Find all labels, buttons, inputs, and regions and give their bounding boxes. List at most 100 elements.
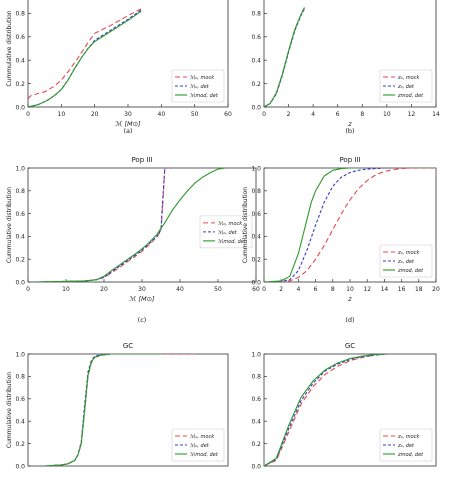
y-tick-label: 0.2 bbox=[251, 81, 261, 88]
series-line-2 bbox=[264, 354, 387, 466]
series-line-3 bbox=[28, 10, 142, 107]
series-line-1 bbox=[264, 168, 436, 282]
y-axis-label: Cummulative distribution bbox=[6, 187, 13, 263]
y-axis-label: Cummulative distribution bbox=[6, 10, 13, 86]
y-tick-label: 0.0 bbox=[251, 279, 261, 286]
y-tick-label: 0.6 bbox=[15, 34, 25, 41]
y-tick-label: 0.4 bbox=[15, 58, 25, 65]
x-tick-label: 60 bbox=[252, 286, 260, 293]
series-line-3 bbox=[44, 354, 162, 466]
panel-3: Pop III 0.0 0.2 0.4 0.6 0.8 1.0 0 10 20 30 40 50 60 ℳ … bbox=[6, 156, 260, 303]
x-tick-label: 14 bbox=[432, 111, 440, 118]
x-tick-label: 0 bbox=[26, 111, 30, 118]
legend-label-1: ℳ₀, mock bbox=[190, 75, 215, 81]
y-tick-label: 0.2 bbox=[15, 81, 25, 88]
legend-label-3: zmod, det bbox=[397, 452, 424, 458]
y-tick-label: 0.6 bbox=[15, 396, 25, 403]
x-tick-label: 0 bbox=[262, 286, 266, 293]
legend-label-2: ℳ₀, det bbox=[190, 84, 210, 90]
series-line-3 bbox=[35, 168, 226, 282]
panel-2: 0.0 0.2 0.4 0.6 0.8 0 2 4 6 8 10 12 14 z z₀, mock z₀, d… bbox=[251, 0, 440, 128]
x-tick-label: 10 bbox=[58, 111, 66, 118]
panel-title: Pop III bbox=[131, 156, 152, 164]
legend: z₀, mock z₀, det zmod, det bbox=[379, 428, 433, 462]
series-line-1 bbox=[264, 354, 387, 466]
x-tick-label: 0 bbox=[262, 111, 266, 118]
legend-box bbox=[199, 215, 253, 249]
legend-box bbox=[171, 69, 225, 103]
x-tick-label: 20 bbox=[100, 286, 108, 293]
x-tick-label: 40 bbox=[158, 111, 166, 118]
x-tick-label: 14 bbox=[381, 286, 389, 293]
y-tick-label: 1.0 bbox=[15, 165, 25, 172]
y-tick-label: 0.0 bbox=[15, 279, 25, 286]
x-tick-label: 8 bbox=[331, 286, 335, 293]
legend-label-1: z₀, mock bbox=[397, 250, 420, 256]
panel-title: GC bbox=[123, 342, 133, 350]
legend-label-1: ℳ₀, mock bbox=[190, 434, 215, 440]
legend: ℳ₀, mock ℳ₀, det ℳmod, det bbox=[199, 215, 253, 249]
series-line-2 bbox=[35, 168, 173, 282]
axes-frame bbox=[263, 353, 437, 467]
legend: ℳ₀, mock ℳ₀, det ℳmod, det bbox=[171, 428, 225, 462]
x-axis-label: z bbox=[347, 120, 352, 128]
panel-4: Pop III 0.0 0.2 0.4 0.6 0.8 1.0 0 2 4 6 8 10 12 14 16 18… bbox=[242, 156, 440, 303]
x-tick-label: 0 bbox=[26, 286, 30, 293]
y-tick-label: 0.6 bbox=[251, 211, 261, 218]
y-tick-label: 1.0 bbox=[15, 351, 25, 358]
y-tick-label: 0.4 bbox=[15, 234, 25, 241]
legend-box bbox=[379, 428, 433, 462]
series-line-3 bbox=[264, 7, 305, 107]
y-tick-label: 0.8 bbox=[15, 11, 25, 18]
x-tick-label: 8 bbox=[360, 111, 364, 118]
x-tick-label: 10 bbox=[346, 286, 354, 293]
y-axis-label: Cummulative distribution bbox=[6, 372, 13, 448]
panel-caption: (d) bbox=[345, 316, 354, 324]
axes-frame bbox=[263, 0, 437, 108]
y-tick-label: 0.2 bbox=[15, 441, 25, 448]
panel-title: GC bbox=[345, 342, 355, 350]
legend-box bbox=[379, 244, 433, 278]
panel-caption: (c) bbox=[138, 316, 147, 324]
legend-label-2: z₀, det bbox=[397, 259, 415, 265]
legend-label-3: ℳmod, det bbox=[218, 239, 247, 245]
x-tick-label: 30 bbox=[138, 286, 146, 293]
legend-label-1: z₀, mock bbox=[397, 434, 420, 440]
x-axis-label: ℳ [M⊙] bbox=[115, 120, 141, 128]
panel-caption: (b) bbox=[345, 127, 354, 135]
x-tick-label: 10 bbox=[62, 286, 70, 293]
x-tick-label: 16 bbox=[398, 286, 406, 293]
y-tick-label: 0.2 bbox=[15, 257, 25, 264]
y-tick-label: 1.0 bbox=[251, 165, 261, 172]
legend-label-1: z₀, mock bbox=[397, 75, 420, 81]
y-tick-label: 0.8 bbox=[251, 188, 261, 195]
legend-box bbox=[379, 69, 433, 103]
x-axis-label: z bbox=[347, 295, 352, 303]
series-line-1 bbox=[264, 7, 305, 107]
x-tick-label: 12 bbox=[363, 286, 371, 293]
y-tick-label: 0.0 bbox=[251, 104, 261, 111]
x-tick-label: 50 bbox=[191, 111, 199, 118]
panel-6: GC 0.0 0.2 0.4 0.6 0.8 1.0 z₀, mock z₀, det zmod,… bbox=[251, 342, 437, 470]
y-tick-label: 0.8 bbox=[251, 11, 261, 18]
y-tick-label: 0.0 bbox=[251, 463, 261, 470]
y-tick-label: 0.4 bbox=[251, 58, 261, 65]
x-tick-label: 60 bbox=[224, 111, 232, 118]
y-tick-label: 0.2 bbox=[251, 257, 261, 264]
legend-box bbox=[171, 428, 225, 462]
x-axis-label: ℳ [M⊙] bbox=[129, 295, 155, 303]
legend-label-3: ℳmod, det bbox=[190, 93, 219, 99]
x-tick-label: 20 bbox=[432, 286, 440, 293]
y-tick-label: 0.2 bbox=[251, 441, 261, 448]
y-tick-label: 0.4 bbox=[251, 419, 261, 426]
y-tick-label: 0.0 bbox=[15, 463, 25, 470]
panel-5: GC 0.0 0.2 0.4 0.6 0.8 1.0 Cummulative distribu… bbox=[6, 342, 229, 470]
legend-label-2: z₀, det bbox=[397, 84, 415, 90]
x-tick-label: 12 bbox=[408, 111, 416, 118]
x-tick-label: 4 bbox=[296, 286, 300, 293]
x-tick-label: 18 bbox=[415, 286, 423, 293]
series-line-2 bbox=[44, 354, 128, 466]
y-tick-label: 0.6 bbox=[251, 34, 261, 41]
panel-caption: (a) bbox=[123, 127, 132, 135]
x-tick-label: 40 bbox=[176, 286, 184, 293]
